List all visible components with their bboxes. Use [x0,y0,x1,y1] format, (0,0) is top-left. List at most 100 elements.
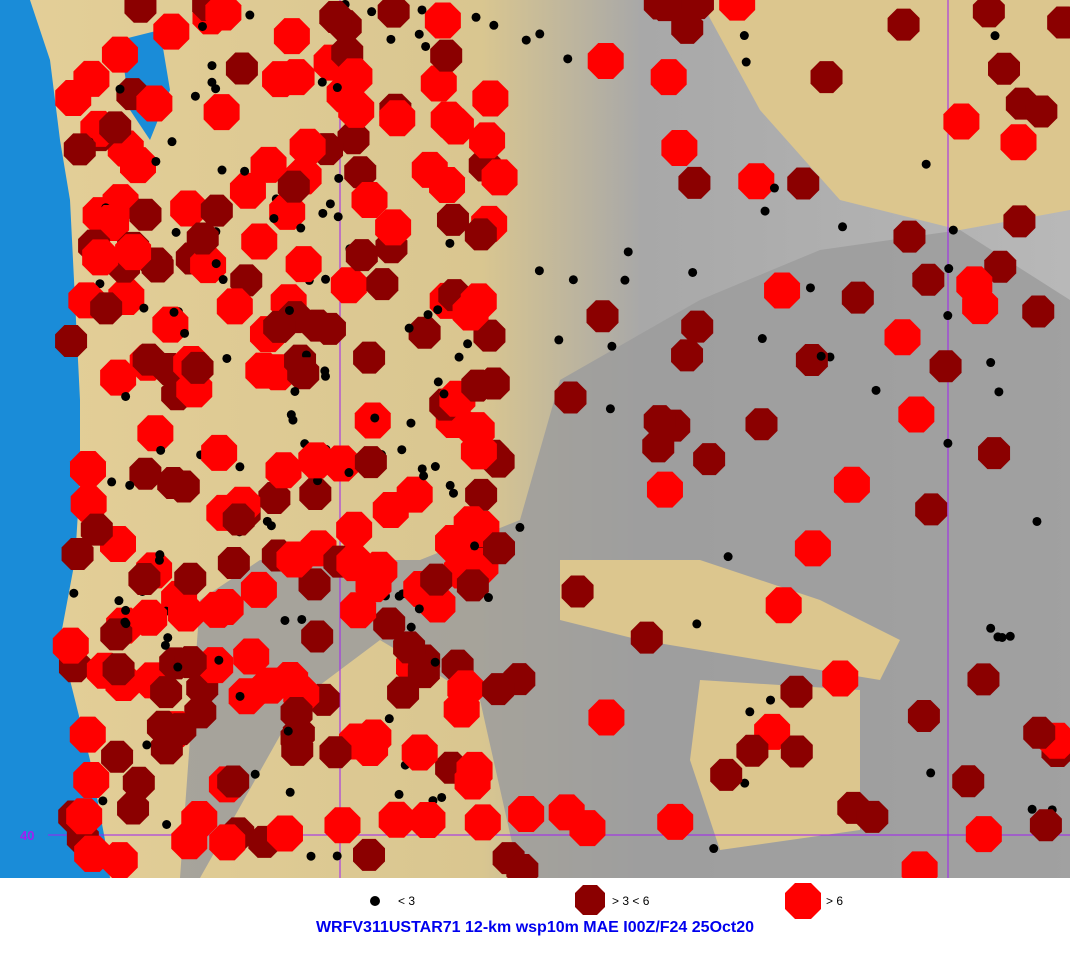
station-marker-small [235,691,245,701]
station-marker-small [419,471,429,481]
station-marker-small [483,593,493,603]
station-marker-large [74,835,111,872]
station-marker-small [325,199,335,209]
station-marker-small [321,274,331,284]
station-marker-small [107,477,117,487]
station-marker-large [472,80,509,117]
station-marker-large [233,638,270,675]
station-error-map: 40 [0,0,1070,878]
station-marker-medium [200,194,233,227]
station-marker-large [409,802,446,839]
station-marker-large [298,442,335,479]
station-marker-medium [287,357,320,390]
station-marker-large [201,434,238,471]
station-marker-large [794,530,831,567]
station-marker-large [265,452,302,489]
station-marker-medium [1029,809,1062,842]
station-marker-medium [101,740,134,773]
station-marker-large [437,108,474,145]
station-marker-small [1032,516,1042,526]
station-marker-medium [745,408,778,441]
station-marker-small [448,488,458,498]
station-marker-large [203,94,240,131]
station-marker-small [745,707,755,717]
station-marker-small [211,259,221,269]
station-marker-large [469,122,506,159]
station-marker-medium [174,562,207,595]
station-marker-small [121,391,131,401]
station-marker-small [142,740,152,750]
station-marker-medium [80,513,113,546]
station-marker-large [205,0,242,31]
station-marker-small [334,173,344,183]
station-marker-large [378,801,415,838]
station-marker-small [1005,631,1015,641]
station-marker-large [171,823,208,860]
station-marker-small [280,615,290,625]
station-marker-large [396,476,433,513]
station-marker-large [419,586,456,623]
station-marker-small [156,445,166,455]
station-marker-large [276,541,313,578]
station-marker-small [997,632,1007,642]
station-marker-medium [373,607,406,640]
map-title: WRFV311USTAR71 12-km wsp10m MAE I00Z/F24… [315,919,755,936]
station-marker-small [414,29,424,39]
station-marker-medium [630,621,663,654]
station-marker-medium [912,263,945,296]
station-marker-medium [181,351,214,384]
station-marker-large [424,2,461,39]
station-marker-small [169,307,179,317]
station-marker-medium [1023,716,1056,749]
station-marker-small [160,640,170,650]
station-marker-small [384,714,394,724]
station-marker-medium [319,736,352,769]
station-marker-small [121,605,131,615]
station-marker-medium [681,310,714,343]
station-marker-small [766,695,776,705]
snake-river-plain [560,560,900,680]
station-marker-large [152,306,189,343]
station-marker-medium [736,734,769,767]
station-marker-medium [952,765,985,798]
station-marker-medium [301,620,334,653]
station-marker-medium [258,482,291,515]
station-marker-small [386,34,396,44]
station-marker-small [430,657,440,667]
station-marker-small [433,377,443,387]
station-marker-small [197,21,207,31]
station-marker-small [222,353,232,363]
legend-label-medium: > 3 < 6 [612,894,650,908]
station-marker-small [288,415,298,425]
station-marker-small [306,851,316,861]
station-marker-large [137,415,174,452]
station-marker-medium [222,503,255,536]
station-marker-medium [124,0,157,23]
station-marker-small [240,166,250,176]
station-marker-small [98,796,108,806]
station-marker-small [297,614,307,624]
station-marker-small [245,10,255,20]
station-marker-large [190,247,227,284]
station-marker-small [986,358,996,368]
station-marker-small [623,247,633,257]
station-marker-medium [1025,95,1058,128]
station-marker-medium [157,466,190,499]
station-marker-medium [506,853,539,878]
station-marker-large [52,627,89,664]
station-marker-medium [102,653,135,686]
station-marker-small [207,61,217,71]
station-marker-medium [345,239,378,272]
station-marker-small [454,352,464,362]
station-marker-medium [128,563,161,596]
station-marker-medium [988,52,1021,85]
station-marker-large [101,36,138,73]
station-marker-small [838,222,848,232]
station-marker-small [805,283,815,293]
station-marker-small [944,264,954,274]
station-marker-small [218,275,228,285]
station-marker-small [607,341,617,351]
station-marker-large [764,272,801,309]
station-marker-medium [693,443,726,476]
station-marker-large [330,267,367,304]
